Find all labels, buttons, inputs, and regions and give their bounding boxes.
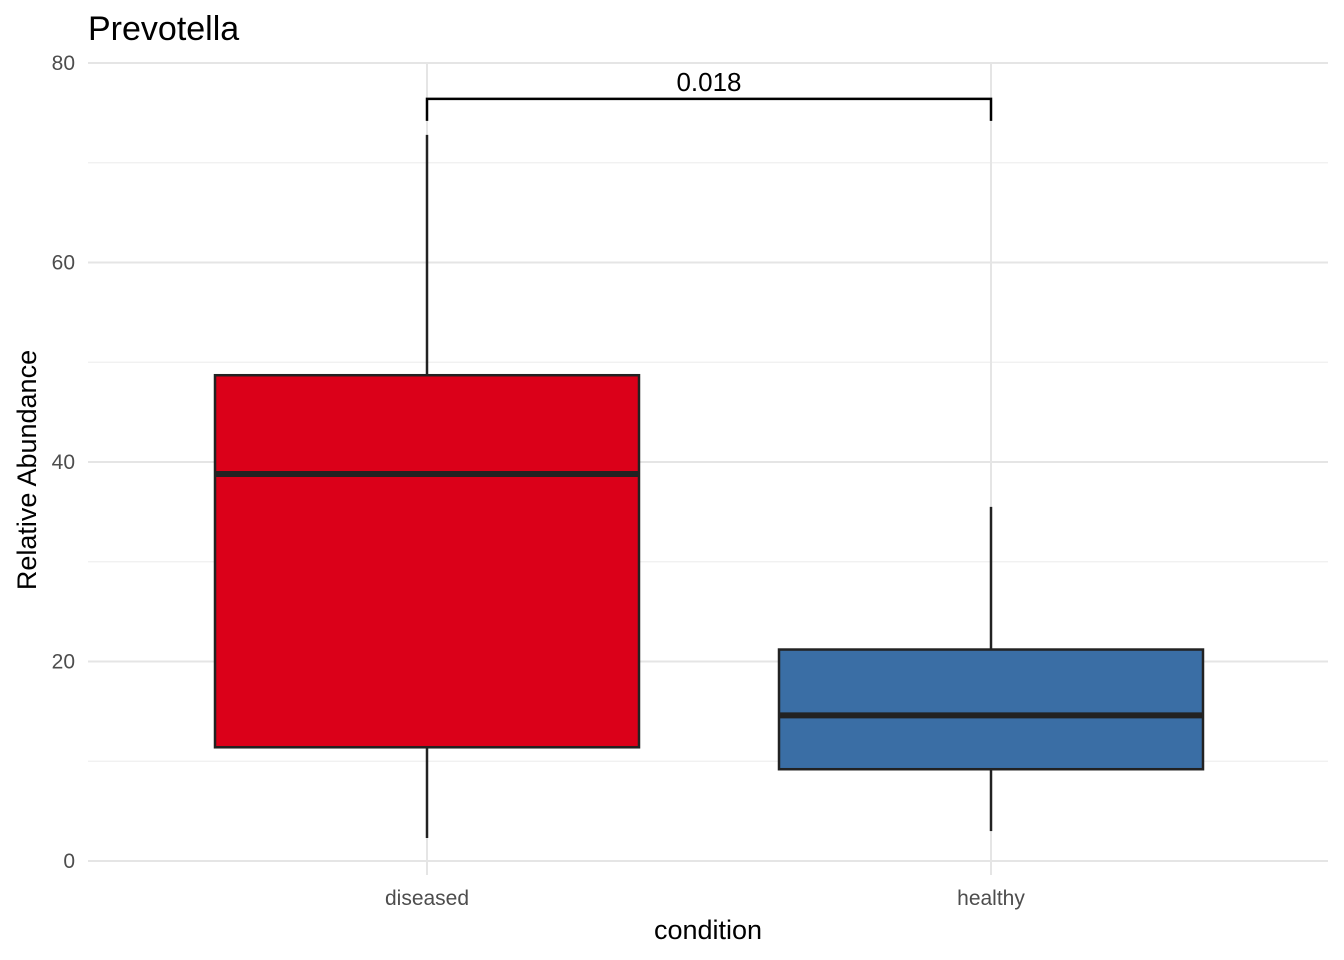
y-tick-label: 20	[52, 651, 75, 674]
x-axis-title: condition	[654, 915, 762, 945]
box-body	[213, 373, 641, 749]
y-tick-label: 80	[52, 52, 75, 75]
y-tick-label: 60	[52, 252, 75, 275]
x-axis-ticks: diseased healthy	[385, 887, 1025, 910]
x-tick-label: diseased	[385, 887, 469, 910]
p-value-label: 0.018	[676, 67, 741, 97]
bracket-line	[425, 97, 993, 121]
y-axis-ticks: 0 20 40 60 80	[52, 52, 75, 873]
y-tick-label: 0	[63, 850, 75, 873]
annotations: 0.018	[425, 67, 993, 121]
y-axis-title: Relative Abundance	[12, 350, 42, 590]
box-healthy	[777, 506, 1205, 832]
box-body	[777, 648, 1205, 771]
significance-bracket: 0.018	[425, 67, 993, 121]
box-diseased	[213, 134, 641, 839]
y-tick-label: 40	[52, 451, 75, 474]
x-tick-label: healthy	[957, 887, 1025, 910]
boxes	[213, 134, 1205, 839]
chart-title: Prevotella	[88, 10, 239, 48]
